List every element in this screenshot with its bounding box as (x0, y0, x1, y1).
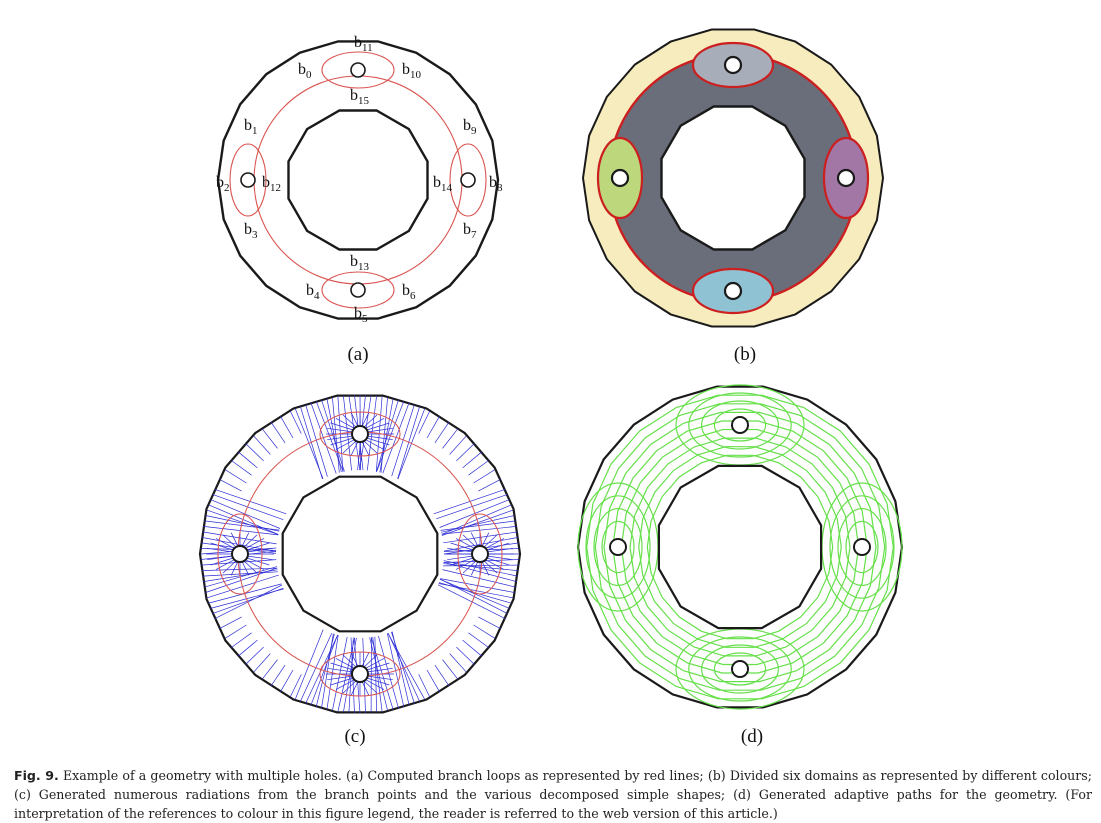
panel-c-drawing (200, 395, 520, 713)
panel-b-label: (b) (734, 344, 756, 365)
panel-b-drawing (583, 30, 883, 327)
inner-boundary (283, 477, 438, 632)
panel-a-label: (a) (347, 344, 368, 365)
panel-c-label: (c) (344, 726, 365, 747)
hole-top (351, 63, 365, 77)
hole-left (610, 539, 626, 555)
figure-caption: Fig. 9. Example of a geometry with multi… (14, 766, 1092, 823)
panel-d-label: (d) (741, 726, 763, 747)
caption-text: Example of a geometry with multiple hole… (14, 768, 1092, 821)
hole-top (352, 426, 368, 442)
hole-right (461, 173, 475, 187)
hole-bottom (732, 661, 748, 677)
inner-boundary (662, 107, 805, 250)
hole-right (838, 170, 854, 186)
hole-right (854, 539, 870, 555)
hole-left (232, 546, 248, 562)
hole-top (732, 417, 748, 433)
hole-bottom (725, 283, 741, 299)
panel-d-drawing (578, 385, 902, 709)
hole-top (725, 57, 741, 73)
inner-boundary (289, 111, 428, 250)
caption-label: Fig. 9. (14, 768, 59, 783)
hole-left (241, 173, 255, 187)
hole-left (612, 170, 628, 186)
hole-right (472, 546, 488, 562)
hole-bottom (352, 666, 368, 682)
inner-boundary (659, 466, 821, 628)
hole-bottom (351, 283, 365, 297)
